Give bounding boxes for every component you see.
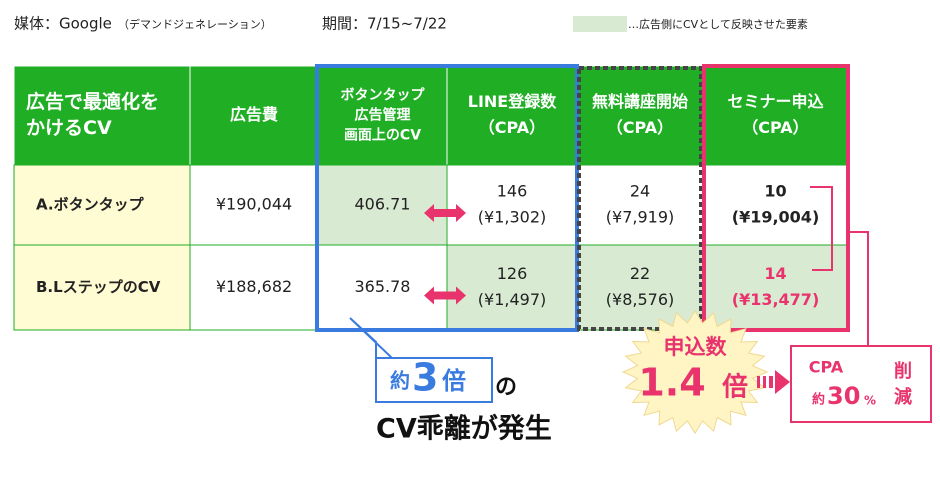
result-unit: % bbox=[864, 394, 876, 408]
media: 媒体：Google bbox=[14, 15, 112, 33]
cell-text: (¥1,302) bbox=[478, 208, 546, 227]
double-arrow bbox=[424, 204, 466, 222]
cell-text: (¥8,576) bbox=[606, 290, 674, 309]
header-text: （CPA） bbox=[479, 118, 545, 137]
cell-text: 365.78 bbox=[355, 277, 411, 296]
header-text: （CPA） bbox=[742, 118, 808, 137]
badge-line1: 申込数 bbox=[664, 335, 728, 359]
header-text: セミナー申込 bbox=[727, 92, 823, 111]
starburst bbox=[621, 309, 769, 435]
cell-text: 14 bbox=[764, 264, 786, 283]
badge-number: 1.4 bbox=[638, 361, 705, 405]
cell-text: 22 bbox=[630, 264, 650, 283]
header-cell bbox=[317, 65, 448, 166]
legend-text: …広告側にCVとして反映させた要素 bbox=[628, 18, 808, 31]
header-cell bbox=[576, 65, 704, 166]
header-cell bbox=[702, 65, 849, 166]
header-text: 広告管理 bbox=[355, 107, 411, 124]
row-label: A.ボタンタップ bbox=[36, 196, 145, 214]
cell bbox=[446, 164, 578, 246]
cell bbox=[446, 244, 578, 331]
row-label: B.LステップのCV bbox=[36, 278, 161, 296]
bracket bbox=[810, 186, 833, 271]
period: 期間：7/15~7/22 bbox=[322, 15, 447, 33]
header-text: かけるCV bbox=[26, 117, 112, 139]
legend-swatch bbox=[573, 16, 627, 32]
header-cell bbox=[446, 65, 578, 166]
callout-number: 3 bbox=[412, 356, 438, 400]
cell-text: (¥1,497) bbox=[478, 290, 546, 309]
double-arrow bbox=[424, 286, 466, 305]
cell bbox=[13, 164, 191, 246]
result-label: CPA bbox=[809, 358, 844, 377]
overlay: 約 3 倍 の CV乖離が発生 申込数 1.4 倍 CPA 約 30 % 削 減 bbox=[315, 64, 932, 445]
header-cell bbox=[13, 65, 191, 166]
cell-text: 10 bbox=[764, 182, 786, 201]
cell bbox=[317, 244, 448, 331]
media-note: （デマンドジェネレーション） bbox=[118, 17, 272, 31]
result-verb: 減 bbox=[894, 386, 912, 408]
header-cell bbox=[189, 65, 319, 166]
cell-text: (¥7,919) bbox=[606, 208, 674, 227]
header-text: （CPA） bbox=[607, 118, 673, 137]
cell bbox=[576, 244, 704, 331]
cell bbox=[317, 164, 448, 246]
pink-frame bbox=[702, 64, 850, 332]
result-number: 30 bbox=[827, 382, 860, 410]
cell-text: 126 bbox=[497, 264, 528, 283]
callout-prefix: 約 bbox=[390, 369, 410, 393]
cell-text: 24 bbox=[630, 182, 650, 201]
cell-text: ¥188,682 bbox=[216, 277, 292, 296]
cell bbox=[13, 244, 191, 331]
result-verb: 削 bbox=[894, 360, 912, 382]
header-text: 広告で最適化を bbox=[26, 90, 159, 113]
header-text: LINE登録数 bbox=[468, 92, 557, 111]
cell bbox=[702, 244, 849, 331]
header-text: 広告費 bbox=[230, 105, 278, 124]
cell-text: (¥19,004) bbox=[732, 208, 820, 227]
dashed-frame bbox=[577, 66, 703, 331]
badge-suffix: 倍 bbox=[722, 372, 748, 403]
header-text: 無料講座開始 bbox=[592, 92, 688, 111]
cell-text: 146 bbox=[497, 182, 528, 201]
cell bbox=[189, 244, 319, 331]
arrow bbox=[757, 370, 790, 394]
cell-text: ¥190,044 bbox=[216, 195, 292, 214]
cell-text: (¥13,477) bbox=[732, 290, 820, 309]
cell-text: 406.71 bbox=[355, 195, 411, 214]
callout-particle: の bbox=[495, 375, 517, 400]
cell bbox=[702, 164, 849, 246]
header-text: ボタンタップ bbox=[341, 88, 426, 104]
cell bbox=[576, 164, 704, 246]
callout-box bbox=[375, 357, 493, 403]
connector bbox=[848, 231, 869, 345]
callout-text: CV乖離が発生 bbox=[376, 413, 552, 445]
result-box bbox=[790, 345, 932, 423]
cell bbox=[189, 164, 319, 246]
header-text: 画面上のCV bbox=[344, 128, 421, 144]
result-prefix: 約 bbox=[812, 392, 825, 408]
callout-suffix: 倍 bbox=[442, 367, 466, 395]
